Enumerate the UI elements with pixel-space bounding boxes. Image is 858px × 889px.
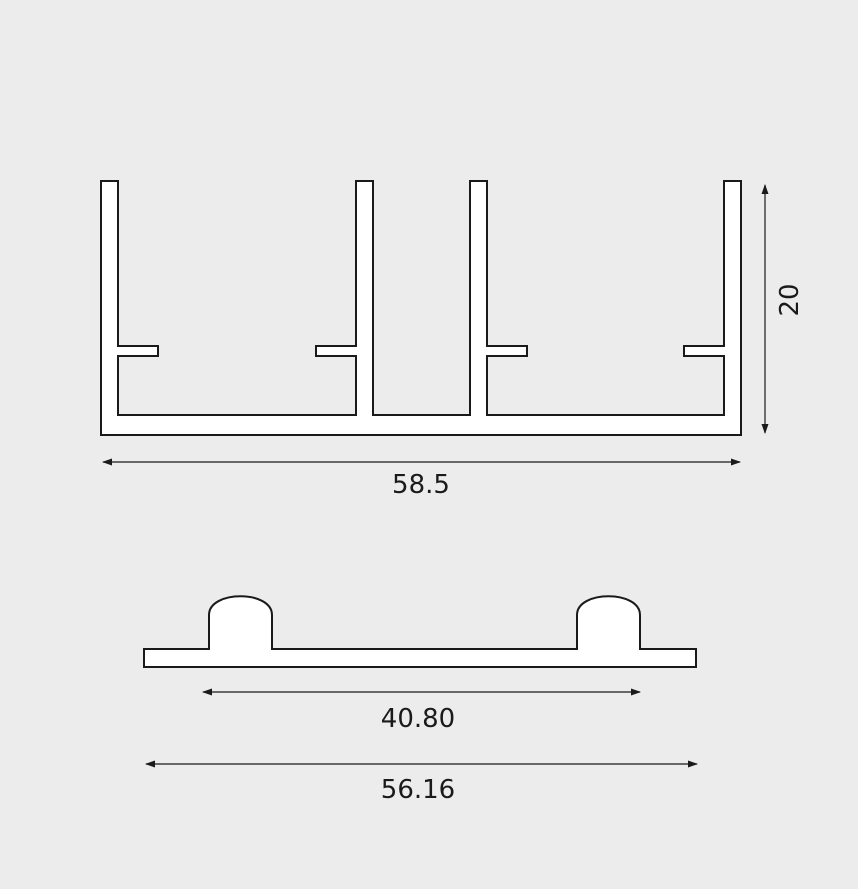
- outer-width-dimension-label: 56.16: [381, 775, 455, 805]
- height-dimension-label: 20: [775, 283, 805, 316]
- inner-width-dimension-label: 40.80: [381, 704, 455, 734]
- flat-strip-profile: [143, 595, 697, 668]
- width-dimension-label: 58.5: [392, 470, 450, 500]
- double-channel-profile: [100, 180, 742, 436]
